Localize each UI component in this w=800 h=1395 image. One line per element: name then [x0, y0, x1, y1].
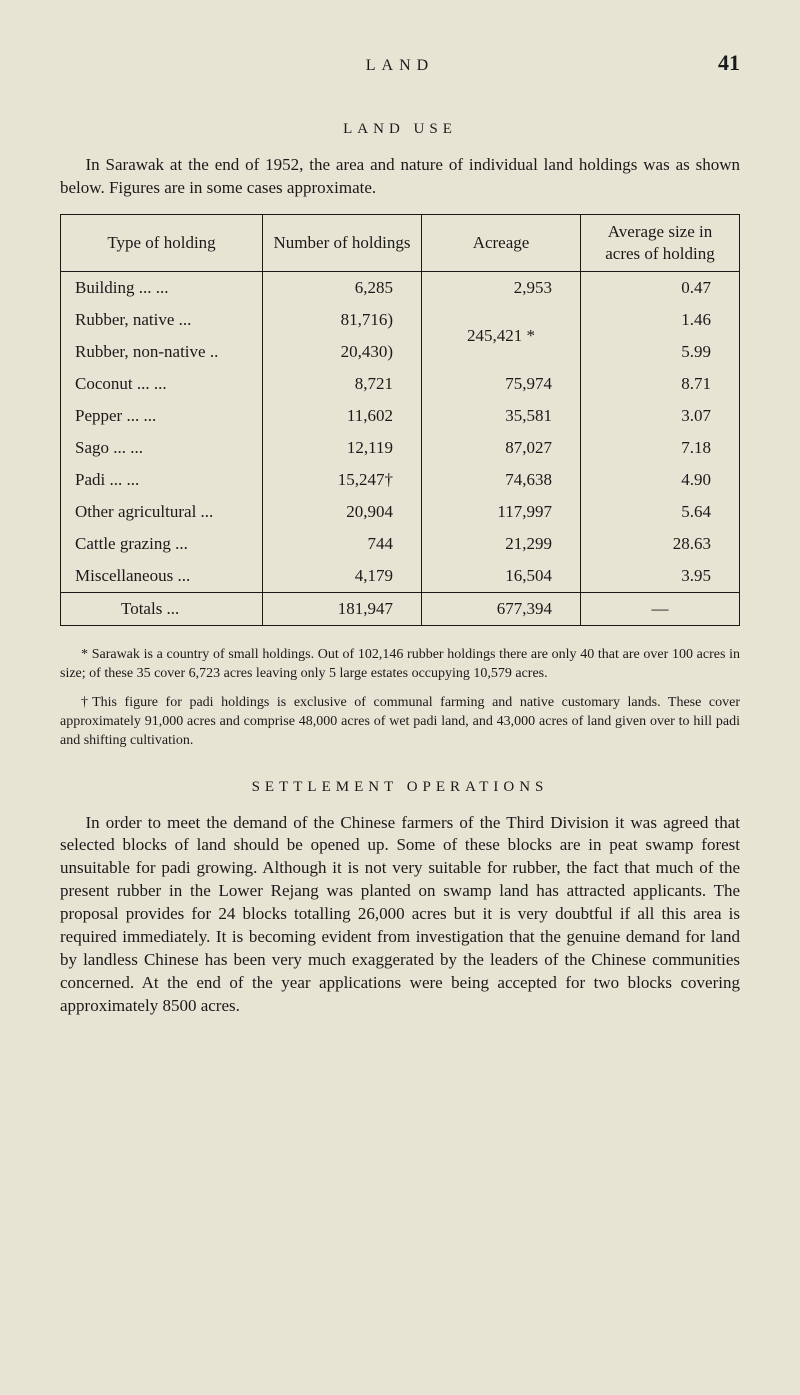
table-row: Sago ... ... 12,119 87,027 7.18	[61, 432, 740, 464]
cell-label: Pepper ... ...	[61, 400, 263, 432]
cell-holdings: 6,285	[263, 272, 422, 305]
cell-acreage: 74,638	[422, 464, 581, 496]
section-heading-settlement: SETTLEMENT OPERATIONS	[60, 779, 740, 796]
cell-acreage: 87,027	[422, 432, 581, 464]
cell-acreage: 75,974	[422, 368, 581, 400]
table-row: Rubber, native ... 81,716) 245,421 * 1.4…	[61, 304, 740, 336]
cell-avg: 7.18	[581, 432, 740, 464]
intro-paragraph: In Sarawak at the end of 1952, the area …	[60, 154, 740, 200]
table-totals-row: Totals ... 181,947 677,394 —	[61, 593, 740, 626]
cell-label: Rubber, non-native ..	[61, 336, 263, 368]
cell-avg: 4.90	[581, 464, 740, 496]
cell-label: Rubber, native ...	[61, 304, 263, 336]
cell-holdings: 12,119	[263, 432, 422, 464]
cell-holdings: 15,247†	[263, 464, 422, 496]
totals-avg: —	[581, 593, 740, 626]
cell-holdings: 20,430)	[263, 336, 422, 368]
cell-label: Other agricultural ...	[61, 496, 263, 528]
table-row: Padi ... ... 15,247† 74,638 4.90	[61, 464, 740, 496]
running-title: LAND	[100, 57, 700, 75]
footnote-dagger: †This figure for padi holdings is exclus…	[60, 694, 740, 751]
table-row: Pepper ... ... 11,602 35,581 3.07	[61, 400, 740, 432]
totals-label: Totals ...	[61, 593, 263, 626]
cell-label: Cattle grazing ...	[61, 528, 263, 560]
cell-avg: 28.63	[581, 528, 740, 560]
cell-holdings: 81,716)	[263, 304, 422, 336]
table-row: Rubber, non-native .. 20,430) 5.99	[61, 336, 740, 368]
footnote-star: * Sarawak is a country of small holdings…	[60, 646, 740, 684]
cell-acreage: 117,997	[422, 496, 581, 528]
cell-avg: 5.64	[581, 496, 740, 528]
cell-avg: 3.07	[581, 400, 740, 432]
section-heading-land-use: LAND USE	[60, 121, 740, 138]
table-row: Coconut ... ... 8,721 75,974 8.71	[61, 368, 740, 400]
cell-label: Miscellaneous ...	[61, 560, 263, 593]
cell-label: Coconut ... ...	[61, 368, 263, 400]
running-head: LAND 41	[60, 50, 740, 76]
col-acreage: Acreage	[422, 214, 581, 271]
cell-avg: 1.46	[581, 304, 740, 336]
cell-label: Building ... ...	[61, 272, 263, 305]
col-holdings: Number of holdings	[263, 214, 422, 271]
cell-acreage: 21,299	[422, 528, 581, 560]
cell-acreage: 16,504	[422, 560, 581, 593]
cell-avg: 8.71	[581, 368, 740, 400]
table-row: Miscellaneous ... 4,179 16,504 3.95	[61, 560, 740, 593]
table-row: Cattle grazing ... 744 21,299 28.63	[61, 528, 740, 560]
land-use-table: Type of holding Number of holdings Acrea…	[60, 214, 740, 626]
cell-avg: 5.99	[581, 336, 740, 368]
table-row: Other agricultural ... 20,904 117,997 5.…	[61, 496, 740, 528]
cell-acreage: 2,953	[422, 272, 581, 305]
page: LAND 41 LAND USE In Sarawak at the end o…	[0, 0, 800, 1092]
table-header-row: Type of holding Number of holdings Acrea…	[61, 214, 740, 271]
cell-avg: 0.47	[581, 272, 740, 305]
cell-acreage: 35,581	[422, 400, 581, 432]
cell-holdings: 11,602	[263, 400, 422, 432]
cell-acreage-merged: 245,421 *	[422, 304, 581, 368]
cell-holdings: 8,721	[263, 368, 422, 400]
cell-avg: 3.95	[581, 560, 740, 593]
settlement-paragraph: In order to meet the demand of the Chine…	[60, 812, 740, 1018]
totals-holdings: 181,947	[263, 593, 422, 626]
totals-acreage: 677,394	[422, 593, 581, 626]
col-avg: Average size in acres of holding	[581, 214, 740, 271]
cell-label: Padi ... ...	[61, 464, 263, 496]
cell-holdings: 744	[263, 528, 422, 560]
cell-holdings: 4,179	[263, 560, 422, 593]
page-number: 41	[700, 50, 740, 76]
table-row: Building ... ... 6,285 2,953 0.47	[61, 272, 740, 305]
cell-holdings: 20,904	[263, 496, 422, 528]
cell-label: Sago ... ...	[61, 432, 263, 464]
col-type: Type of holding	[61, 214, 263, 271]
